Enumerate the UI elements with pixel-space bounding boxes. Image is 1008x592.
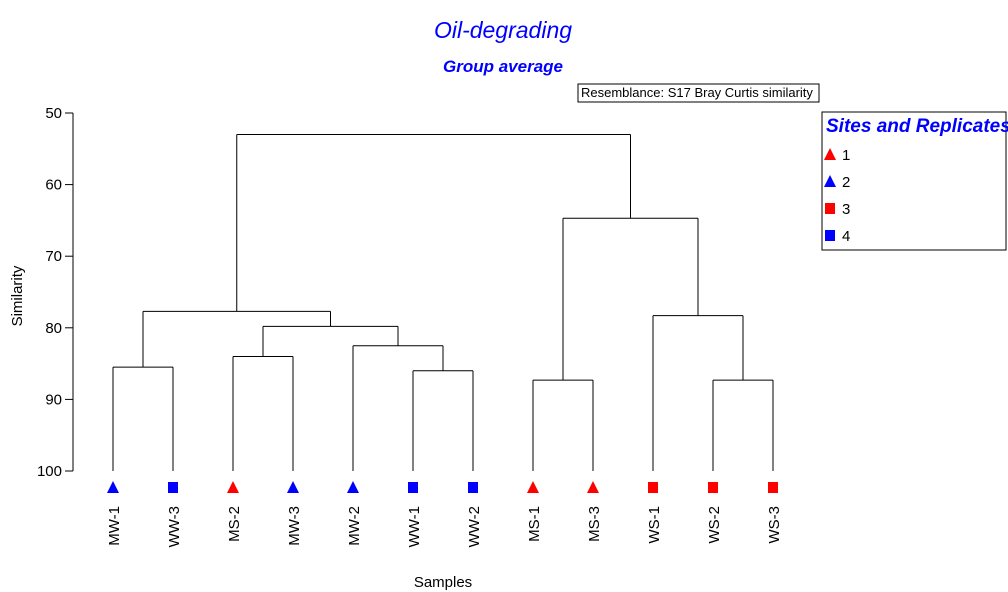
annotation-text: Resemblance: S17 Bray Curtis similarity bbox=[581, 85, 813, 100]
y-axis-ticks: 50 60 70 80 90 100 bbox=[37, 105, 73, 480]
leaf-label: MS-1 bbox=[526, 506, 543, 542]
legend-marker bbox=[824, 175, 836, 187]
leaf-marker bbox=[587, 481, 599, 493]
leaf-label: WS-2 bbox=[706, 506, 723, 544]
leaf-marker bbox=[768, 482, 778, 493]
legend-label: 3 bbox=[842, 201, 850, 218]
leaf-marker bbox=[648, 482, 658, 493]
chart-title: Oil-degrading bbox=[434, 17, 572, 43]
y-tick-label: 90 bbox=[45, 391, 62, 408]
leaf-marker bbox=[287, 481, 299, 493]
legend-marker bbox=[824, 148, 836, 160]
legend-label: 1 bbox=[842, 147, 850, 164]
y-axis-label: Similarity bbox=[9, 265, 26, 326]
leaf-marker bbox=[107, 481, 119, 493]
leaf-label: MS-2 bbox=[226, 506, 243, 542]
leaf-label: WW-3 bbox=[166, 506, 183, 547]
leaf-marker bbox=[227, 481, 239, 493]
y-axis: 50 60 70 80 90 100 Similarity bbox=[9, 105, 74, 480]
legend-box bbox=[821, 111, 1007, 251]
leaf-label: WS-3 bbox=[766, 506, 783, 544]
leaf-marker bbox=[347, 481, 359, 493]
y-tick-label: 60 bbox=[45, 177, 62, 194]
legend: Sites and Replicates 1 2 3 4 bbox=[821, 111, 1008, 251]
legend-marker bbox=[825, 230, 835, 241]
leaf-label: WS-1 bbox=[646, 506, 663, 544]
y-tick-label: 70 bbox=[45, 248, 62, 265]
leaf-labels: MW-1 WW-3 MS-2 MW-3 MW-2 WW-1 WW-2 MS-1 MS-3 WS-1… bbox=[106, 506, 783, 547]
y-tick-label: 50 bbox=[45, 105, 62, 122]
resemblance-annotation: Resemblance: S17 Bray Curtis similarity bbox=[577, 83, 820, 103]
legend-label: 4 bbox=[842, 228, 850, 245]
legend-label: 2 bbox=[842, 174, 850, 191]
y-tick-label: 100 bbox=[37, 463, 62, 480]
leaf-label: WW-1 bbox=[406, 506, 423, 547]
x-axis-label: Samples bbox=[414, 574, 472, 591]
leaf-label: WW-2 bbox=[466, 506, 483, 547]
leaf-marker bbox=[527, 481, 539, 493]
dendrogram-branches bbox=[112, 133, 774, 471]
leaf-label: MS-3 bbox=[586, 506, 603, 542]
leaf-marker bbox=[168, 482, 178, 493]
y-tick-label: 80 bbox=[45, 320, 62, 337]
legend-title: Sites and Replicates bbox=[826, 116, 1008, 137]
leaf-marker bbox=[468, 482, 478, 493]
leaf-marker bbox=[708, 482, 718, 493]
leaf-markers bbox=[107, 481, 778, 493]
leaf-label: MW-1 bbox=[106, 506, 123, 546]
chart-subtitle: Group average bbox=[443, 57, 563, 76]
leaf-label: MW-3 bbox=[286, 506, 303, 546]
annotation-box bbox=[577, 83, 820, 103]
leaf-label: MW-2 bbox=[346, 506, 363, 546]
legend-marker bbox=[825, 203, 835, 214]
leaf-marker bbox=[408, 482, 418, 493]
legend-entries: 1 2 3 4 bbox=[824, 147, 850, 245]
